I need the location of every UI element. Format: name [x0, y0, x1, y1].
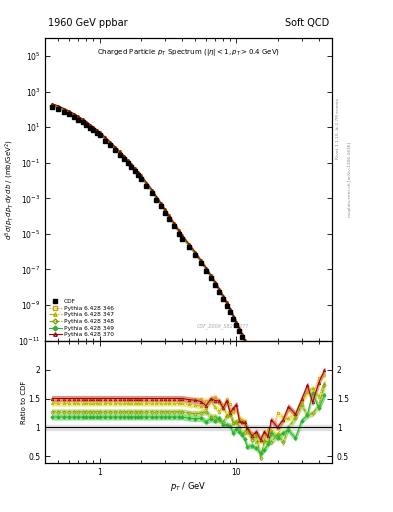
Text: Soft QCD: Soft QCD [285, 18, 329, 28]
Text: CDF_2009_S8233977: CDF_2009_S8233977 [197, 323, 249, 329]
Y-axis label: $d^3\sigma / p_T\, dp_T\, dy\, db$ / (mb/GeV$^2$): $d^3\sigma / p_T\, dp_T\, dy\, db$ / (mb… [4, 139, 17, 240]
Y-axis label: Ratio to CDF: Ratio to CDF [21, 380, 27, 423]
X-axis label: $p_T$ / GeV: $p_T$ / GeV [170, 480, 207, 493]
Text: mcplots.cern.ch [arXiv:1306.3436]: mcplots.cern.ch [arXiv:1306.3436] [348, 142, 352, 217]
Text: Rivet 3.1.10, ≥ 2.7M events: Rivet 3.1.10, ≥ 2.7M events [336, 97, 340, 159]
Text: Charged Particle $p_T$ Spectrum ($|\eta| < 1, p_T > 0.4$ GeV): Charged Particle $p_T$ Spectrum ($|\eta|… [97, 48, 280, 58]
Legend: CDF, Pythia 6.428 346, Pythia 6.428 347, Pythia 6.428 348, Pythia 6.428 349, Pyt: CDF, Pythia 6.428 346, Pythia 6.428 347,… [48, 298, 115, 338]
Text: 1960 GeV ppbar: 1960 GeV ppbar [48, 18, 128, 28]
